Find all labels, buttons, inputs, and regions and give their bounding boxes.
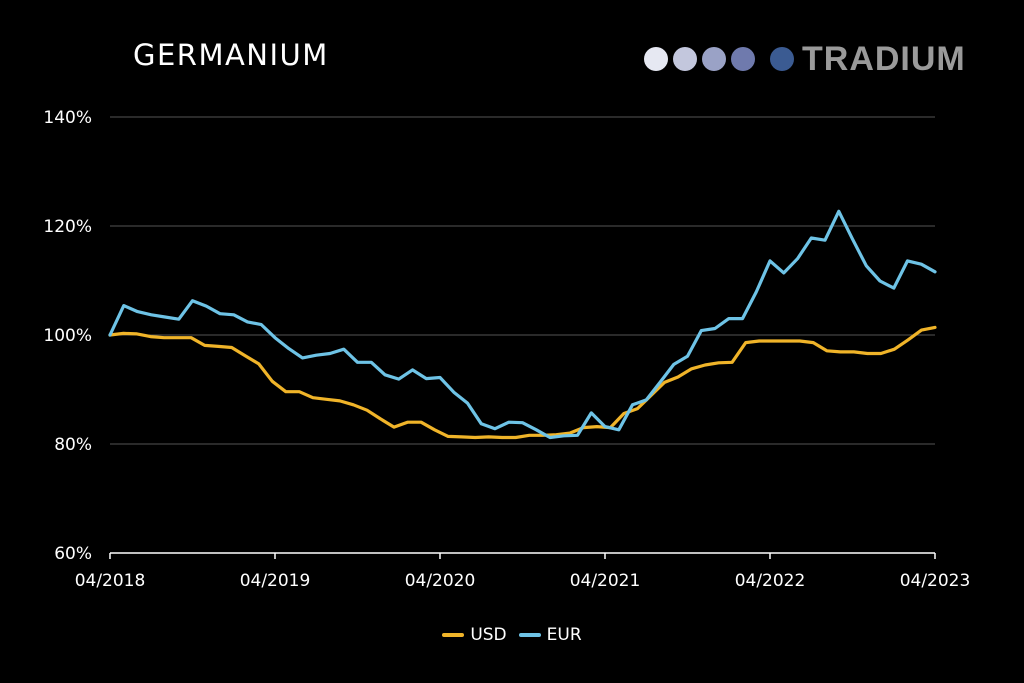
series-line-usd — [108, 325, 937, 440]
x-tick-label: 04/2020 — [405, 571, 476, 591]
brand-dot — [702, 47, 726, 71]
legend-swatch-eur — [518, 633, 541, 637]
series-line-eur — [108, 209, 937, 440]
brand-dot — [770, 47, 794, 71]
x-tick-label: 04/2018 — [75, 571, 146, 591]
legend: USD EUR — [0, 625, 1024, 645]
x-tick-label: 04/2021 — [570, 571, 641, 591]
brand-dot — [731, 47, 755, 71]
chart-title: GERMANIUM — [133, 38, 329, 72]
x-tick-label: 04/2023 — [900, 571, 971, 591]
x-tick-label: 04/2019 — [240, 571, 311, 591]
y-tick-label: 80% — [54, 435, 92, 455]
y-tick-label: 60% — [54, 544, 92, 564]
y-tick-label: 100% — [43, 326, 92, 346]
x-tick-label: 04/2022 — [735, 571, 806, 591]
grid-layer — [110, 116, 935, 445]
y-tick-label: 140% — [43, 108, 92, 128]
series-layer — [108, 209, 937, 440]
brand-dot — [673, 47, 697, 71]
brand-dot — [644, 47, 668, 71]
legend-swatch-usd — [442, 633, 465, 637]
brand-logo: TRADIUM — [644, 37, 966, 81]
axis-layer: 60% 80% 100% 120% 140% 04/2018 04/2019 04/2020 0… — [43, 108, 970, 591]
y-tick-label: 120% — [43, 217, 92, 237]
legend-item-usd[interactable]: USD — [442, 625, 507, 645]
legend-label-eur: EUR — [546, 625, 582, 645]
brand-name: TRADIUM — [802, 39, 966, 78]
legend-item-eur[interactable]: EUR — [518, 625, 582, 645]
legend-label-usd: USD — [470, 625, 507, 645]
